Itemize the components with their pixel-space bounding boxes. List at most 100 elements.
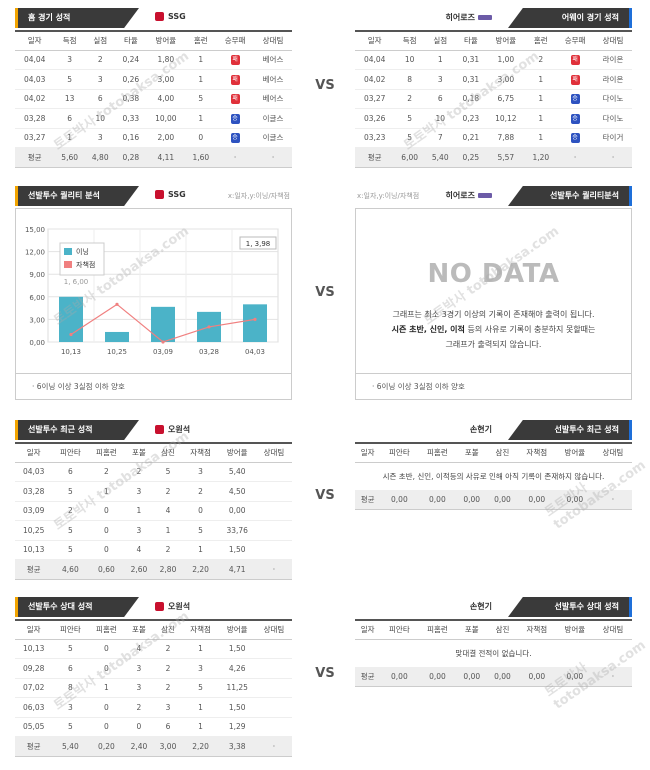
column-header: 방어율	[218, 443, 256, 463]
table-cell: 0,26	[115, 69, 147, 90]
column-header: 실점	[424, 31, 456, 51]
y-tick-label: 12,00	[25, 249, 45, 257]
table-cell: 03,23	[355, 128, 395, 148]
table-cell: 1,29	[218, 717, 256, 737]
quality-chart-box: 0,00 3,00 6,00 9,00 12,00 15,00 10,13 10,25 03,0…	[15, 208, 292, 374]
point-earned-runs	[69, 332, 73, 337]
no-data-line-2-bold: 시즌 초반, 신인, 이적	[391, 325, 465, 334]
table-cell: 3	[153, 697, 183, 718]
column-header: 승무패	[216, 31, 255, 51]
table-row: 03,28 6 10 0,33 10,00 1 승 이글스	[15, 108, 292, 129]
column-header: 타율	[455, 31, 487, 51]
no-data-label: NO DATA	[427, 259, 560, 289]
recent-right-table: 일자 피안타 피홈런 포볼 삼진 자책점 방어율 상대팀 시즌 초반, 신인, 이적등의 사유로…	[355, 442, 632, 510]
column-header: 일자	[15, 620, 53, 640]
table-cell: 5	[185, 89, 217, 109]
relative-right-team-name: 손현기	[469, 602, 492, 611]
table-row: 10,25 5 0 3 1 5 33,76	[15, 520, 292, 541]
table-cell: 11,25	[218, 678, 256, 698]
table-cell: 10	[84, 108, 116, 129]
average-cell: 2,20	[182, 736, 219, 757]
table-cell: 6	[153, 717, 183, 737]
no-data-line-1: 그래프는 최소 3경기 이상의 기록이 존재해야 출력이 됩니다.	[392, 310, 595, 319]
table-cell: 8	[52, 678, 89, 698]
table-row: 03,27 2 6 0,18 6,75 1 승 다이노	[355, 89, 632, 109]
table-cell: 03,28	[15, 108, 55, 129]
table-cell: 6	[52, 462, 89, 482]
column-header: 삼진	[487, 620, 518, 640]
x-tick-label: 03,28	[199, 348, 219, 356]
column-header: 포볼	[124, 443, 154, 463]
average-cell: ·	[556, 147, 595, 168]
table-cell: 베어스	[254, 69, 292, 90]
table-cell: 8	[394, 69, 425, 90]
table-cell: 10,12	[486, 108, 526, 129]
table-row: 03,23 5 7 0,21 7,88 1 승 타이거	[355, 128, 632, 148]
table-cell: 10,13	[15, 540, 53, 560]
table-cell: 6	[52, 658, 89, 679]
average-cell: 평균	[15, 559, 53, 580]
table-cell: 패	[216, 50, 255, 70]
table-cell: 4,26	[218, 658, 256, 679]
table-cell	[255, 481, 292, 502]
average-row: 평균 0,00 0,00 0,00 0,00 0,00 0,00 ·	[355, 667, 632, 687]
no-data-line-2-rest: 등의 사유로 기록이 충분하지 못할때는	[467, 325, 596, 334]
recent-right-team: 손현기	[470, 424, 492, 435]
table-cell: 10	[394, 50, 425, 70]
table-cell: 이글스	[254, 128, 292, 148]
recent-right-title: 선발투수 최근 성적	[508, 420, 632, 440]
average-cell: ·	[593, 667, 632, 687]
average-row: 평균 5,40 0,20 2,40 3,00 2,20 3,38 ·	[15, 736, 292, 757]
vs-label-2: VS	[315, 285, 335, 300]
column-header: 상대팀	[254, 31, 292, 51]
table-cell: 0,00	[218, 501, 256, 521]
table-cell: 6	[84, 89, 116, 109]
table-cell: 0	[185, 128, 217, 148]
average-cell: 0,00	[487, 667, 518, 687]
table-cell: 13	[54, 89, 85, 109]
table-cell: 1	[185, 50, 217, 70]
table-cell: 0	[88, 501, 125, 521]
table-cell: 5	[182, 678, 219, 698]
axis-note-right: x:일자,y:이닝/자책점	[357, 192, 420, 200]
table-cell: 33,76	[218, 520, 256, 541]
loss-badge: 패	[570, 55, 580, 66]
loss-badge: 패	[230, 94, 240, 105]
table-cell: 2	[153, 678, 183, 698]
table-row: 10,13 5 0 4 2 1 1,50	[15, 639, 292, 659]
away-record-header: 히어로즈 어웨이 경기 성적	[355, 8, 632, 28]
ssg-logo-icon	[155, 602, 164, 611]
away-record-panel: 히어로즈 어웨이 경기 성적 일자 득점 실점 타율 방어율 홈런 승무패 상대팀 04,04 1…	[355, 8, 632, 168]
average-cell: 평균	[355, 490, 381, 510]
recent-left-header: 선발투수 최근 성적 오원석	[15, 420, 292, 440]
win-badge: 승	[230, 113, 240, 124]
average-cell: 2,40	[124, 736, 154, 757]
x-tick-label: 10,25	[107, 348, 127, 356]
average-cell: 0,00	[418, 490, 457, 510]
table-cell: 3,00	[146, 69, 186, 90]
empty-message-row: 시즌 초반, 신인, 이적등의 사유로 인해 아직 기록이 존재하지 않습니다.	[355, 462, 632, 491]
table-cell: 04,03	[15, 462, 53, 482]
table-cell: 0,24	[115, 50, 147, 70]
table-cell: 5	[52, 520, 89, 541]
table-cell	[255, 639, 292, 659]
average-cell: 0,00	[418, 667, 457, 687]
table-cell	[255, 501, 292, 521]
column-header: 상대팀	[255, 443, 292, 463]
table-row: 04,03 6 2 2 5 3 5,40	[15, 462, 292, 482]
table-cell: 0	[88, 639, 125, 659]
column-header: 피안타	[380, 443, 419, 463]
column-header: 타율	[115, 31, 147, 51]
average-cell: 0,00	[517, 667, 556, 687]
table-row: 07,02 8 1 3 2 5 11,25	[15, 678, 292, 698]
table-cell: 1,50	[218, 540, 256, 560]
table-cell: 1,80	[146, 50, 186, 70]
column-header: 피홈런	[88, 620, 125, 640]
column-header: 일자	[355, 443, 381, 463]
table-cell: 03,09	[15, 501, 53, 521]
recent-right-panel: 손현기 선발투수 최근 성적 일자 피안타 피홈런 포볼 삼진 자책점 방어율 상대팀 시즌 초…	[355, 420, 632, 510]
table-cell	[255, 658, 292, 679]
bar-innings	[243, 304, 267, 342]
table-cell: 10	[424, 108, 456, 129]
quality-right-header: x:일자,y:이닝/자책점 히어로즈 선발투수 퀄리티분석	[355, 186, 632, 206]
